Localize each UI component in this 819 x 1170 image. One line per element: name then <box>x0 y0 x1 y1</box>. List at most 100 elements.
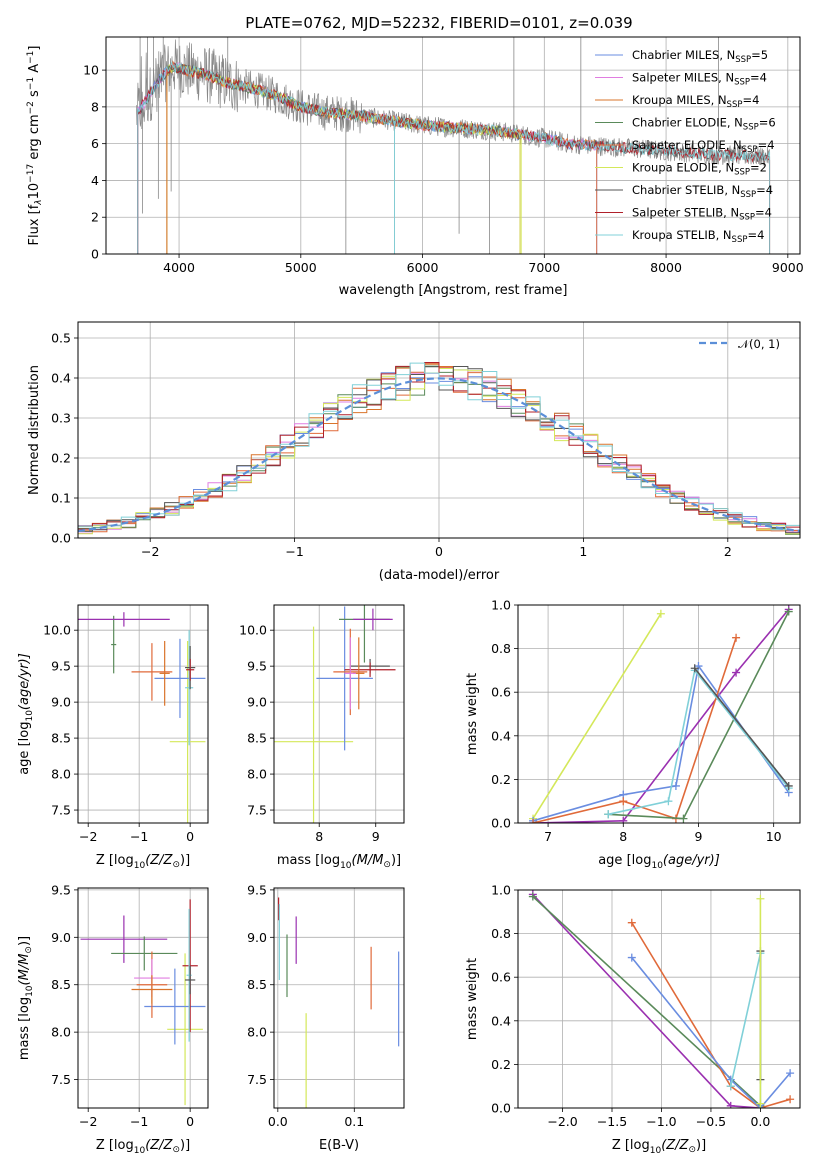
y-axis-label: mass weight <box>465 673 480 755</box>
label-part: SSP <box>740 190 756 200</box>
x-axis-label: (data-model)/error <box>379 568 500 583</box>
y-tick-label: 0.1 <box>51 491 71 506</box>
weight-marker <box>528 892 537 901</box>
weight-marker <box>756 1099 765 1108</box>
mass-z-panel: −2 −1 0 7.5 8.0 8.5 9.0 9.5 Z [log10(Z/ZZ⊙)] mass… <box>17 882 209 1156</box>
error-bar-point <box>131 975 173 1004</box>
x-tick-label: 8 <box>315 829 323 844</box>
y-axis-label: Flux [fλ10−17 erg cm−2 s−1 A−1] <box>26 46 44 246</box>
x-tick-label: −2 <box>79 829 97 844</box>
weight-marker <box>671 781 680 790</box>
label-part: Salpeter MILES, N <box>632 71 734 85</box>
label-part: age [log <box>17 722 32 775</box>
label-part: −1 <box>26 51 36 64</box>
label-part: (age/yr)] <box>663 853 720 868</box>
weight-marker <box>756 894 765 903</box>
x-tick-label: −1 <box>285 544 303 559</box>
y-axis-label: mass weight <box>465 958 480 1040</box>
y-tick-label: 0 <box>91 247 99 262</box>
chart-title: PLATE=0762, MJD=52232, FIBERID=0101, z=0… <box>245 14 632 32</box>
label-part: SSP <box>734 168 750 178</box>
x-tick-label: −1.0 <box>646 1114 676 1129</box>
weight-marker <box>786 1069 795 1078</box>
label-part: Z [log <box>612 1138 650 1153</box>
x-tick-label: 0.0 <box>268 1114 288 1129</box>
label-part: −1 <box>26 77 36 90</box>
x-tick-label: 7 <box>544 829 552 844</box>
y-tick-label: 7.5 <box>51 803 71 818</box>
error-bar-point <box>185 630 194 746</box>
weight-marker <box>664 797 673 806</box>
y-tick-label: 9.0 <box>247 695 267 710</box>
y-tick-label: 7.5 <box>51 1072 71 1087</box>
label-part: Salpeter ELODIE, N <box>632 138 742 152</box>
residual-panel: −2 −1 0 1 2 0.0 0.1 0.2 0.3 0.4 0.5 𝒩(0, 1) (data-mo… <box>27 321 801 583</box>
y-tick-label: 7.5 <box>247 1072 267 1087</box>
model-spectrum <box>137 60 771 254</box>
label-part: )] <box>696 1138 706 1153</box>
y-tick-label: 8.0 <box>247 1025 267 1040</box>
label-part: (Z/Z <box>145 1138 173 1153</box>
error-bar-point <box>186 908 192 1042</box>
label-part: =4 <box>755 206 772 220</box>
label-part: =4 <box>747 228 764 242</box>
label-part: (Z/Z <box>661 1138 689 1153</box>
label-part: SSP <box>727 100 743 110</box>
label-part: (Z/Z <box>145 853 173 868</box>
weight-line <box>631 957 791 1108</box>
label-part: 10 <box>340 861 352 871</box>
y-tick-label: 7.5 <box>247 803 267 818</box>
label-part: (age/yr)] <box>17 653 32 710</box>
y-tick-label: 10.0 <box>43 623 71 638</box>
x-axis-label: Z [log10(Z/ZZ⊙)] <box>96 853 190 871</box>
label-part: Z [log <box>96 853 134 868</box>
error-bar-point <box>274 626 354 823</box>
legend-entry: 𝒩(0, 1) <box>738 337 780 351</box>
y-tick-label: 8 <box>91 99 99 114</box>
x-tick-label: 0 <box>186 1114 194 1129</box>
legend-entry: Kroupa ELODIE, NSSP=2 <box>632 161 767 178</box>
error-bar-point <box>80 915 168 963</box>
y-tick-label: 1.0 <box>491 598 511 613</box>
label-part: Kroupa MILES, N <box>632 93 727 107</box>
label-part: =4 <box>756 183 773 197</box>
x-tick-label: 0 <box>186 829 194 844</box>
error-bar-point <box>154 638 206 718</box>
weight-marker <box>726 1082 735 1091</box>
label-part: 10 <box>134 861 146 871</box>
x-axis-label: wavelength [Angstrom, rest frame] <box>339 283 568 298</box>
weight-marker <box>627 918 636 927</box>
weight-line <box>608 668 790 816</box>
label-part: =5 <box>751 48 768 62</box>
error-bar-point <box>186 658 195 681</box>
y-axis-label: mass [log10(M/M⊙)] <box>17 936 35 1060</box>
label-part: Chabrier ELODIE, N <box>632 116 743 130</box>
x-tick-label: 1 <box>579 544 587 559</box>
weight-marker <box>726 1101 735 1108</box>
y-tick-label: 0.0 <box>51 531 71 546</box>
x-tick-label: −0.5 <box>696 1114 726 1129</box>
y-tick-label: 0.2 <box>51 451 71 466</box>
x-tick-label: 9 <box>695 829 703 844</box>
weight-marker <box>732 668 741 677</box>
label-part: ⊙ <box>383 860 391 870</box>
y-tick-label: 0.4 <box>491 1013 511 1028</box>
label-part: ] <box>27 46 42 51</box>
plot-area <box>78 612 206 823</box>
error-bar-point <box>111 615 117 674</box>
error-bar-point <box>167 953 203 1106</box>
y-tick-label: 9.5 <box>247 659 267 674</box>
error-bar-point <box>169 640 206 823</box>
histogram-step <box>78 362 800 531</box>
label-part: ⊙ <box>24 946 34 954</box>
x-tick-label: 4000 <box>163 260 195 275</box>
legend-entry: Salpeter STELIB, NSSP=4 <box>632 206 772 223</box>
spectrum-panel: 4000 5000 6000 7000 8000 9000 0 2 4 6 8 10 Chabrier … <box>26 36 804 298</box>
label-part: age [log <box>598 853 651 868</box>
legend-entry: Kroupa MILES, NSSP=4 <box>632 93 759 110</box>
y-tick-label: 0.0 <box>491 816 511 831</box>
axes-frame <box>77 604 209 824</box>
label-part: 10 <box>651 861 663 871</box>
label-part: 10 <box>134 1146 146 1156</box>
weight-line <box>532 637 737 823</box>
